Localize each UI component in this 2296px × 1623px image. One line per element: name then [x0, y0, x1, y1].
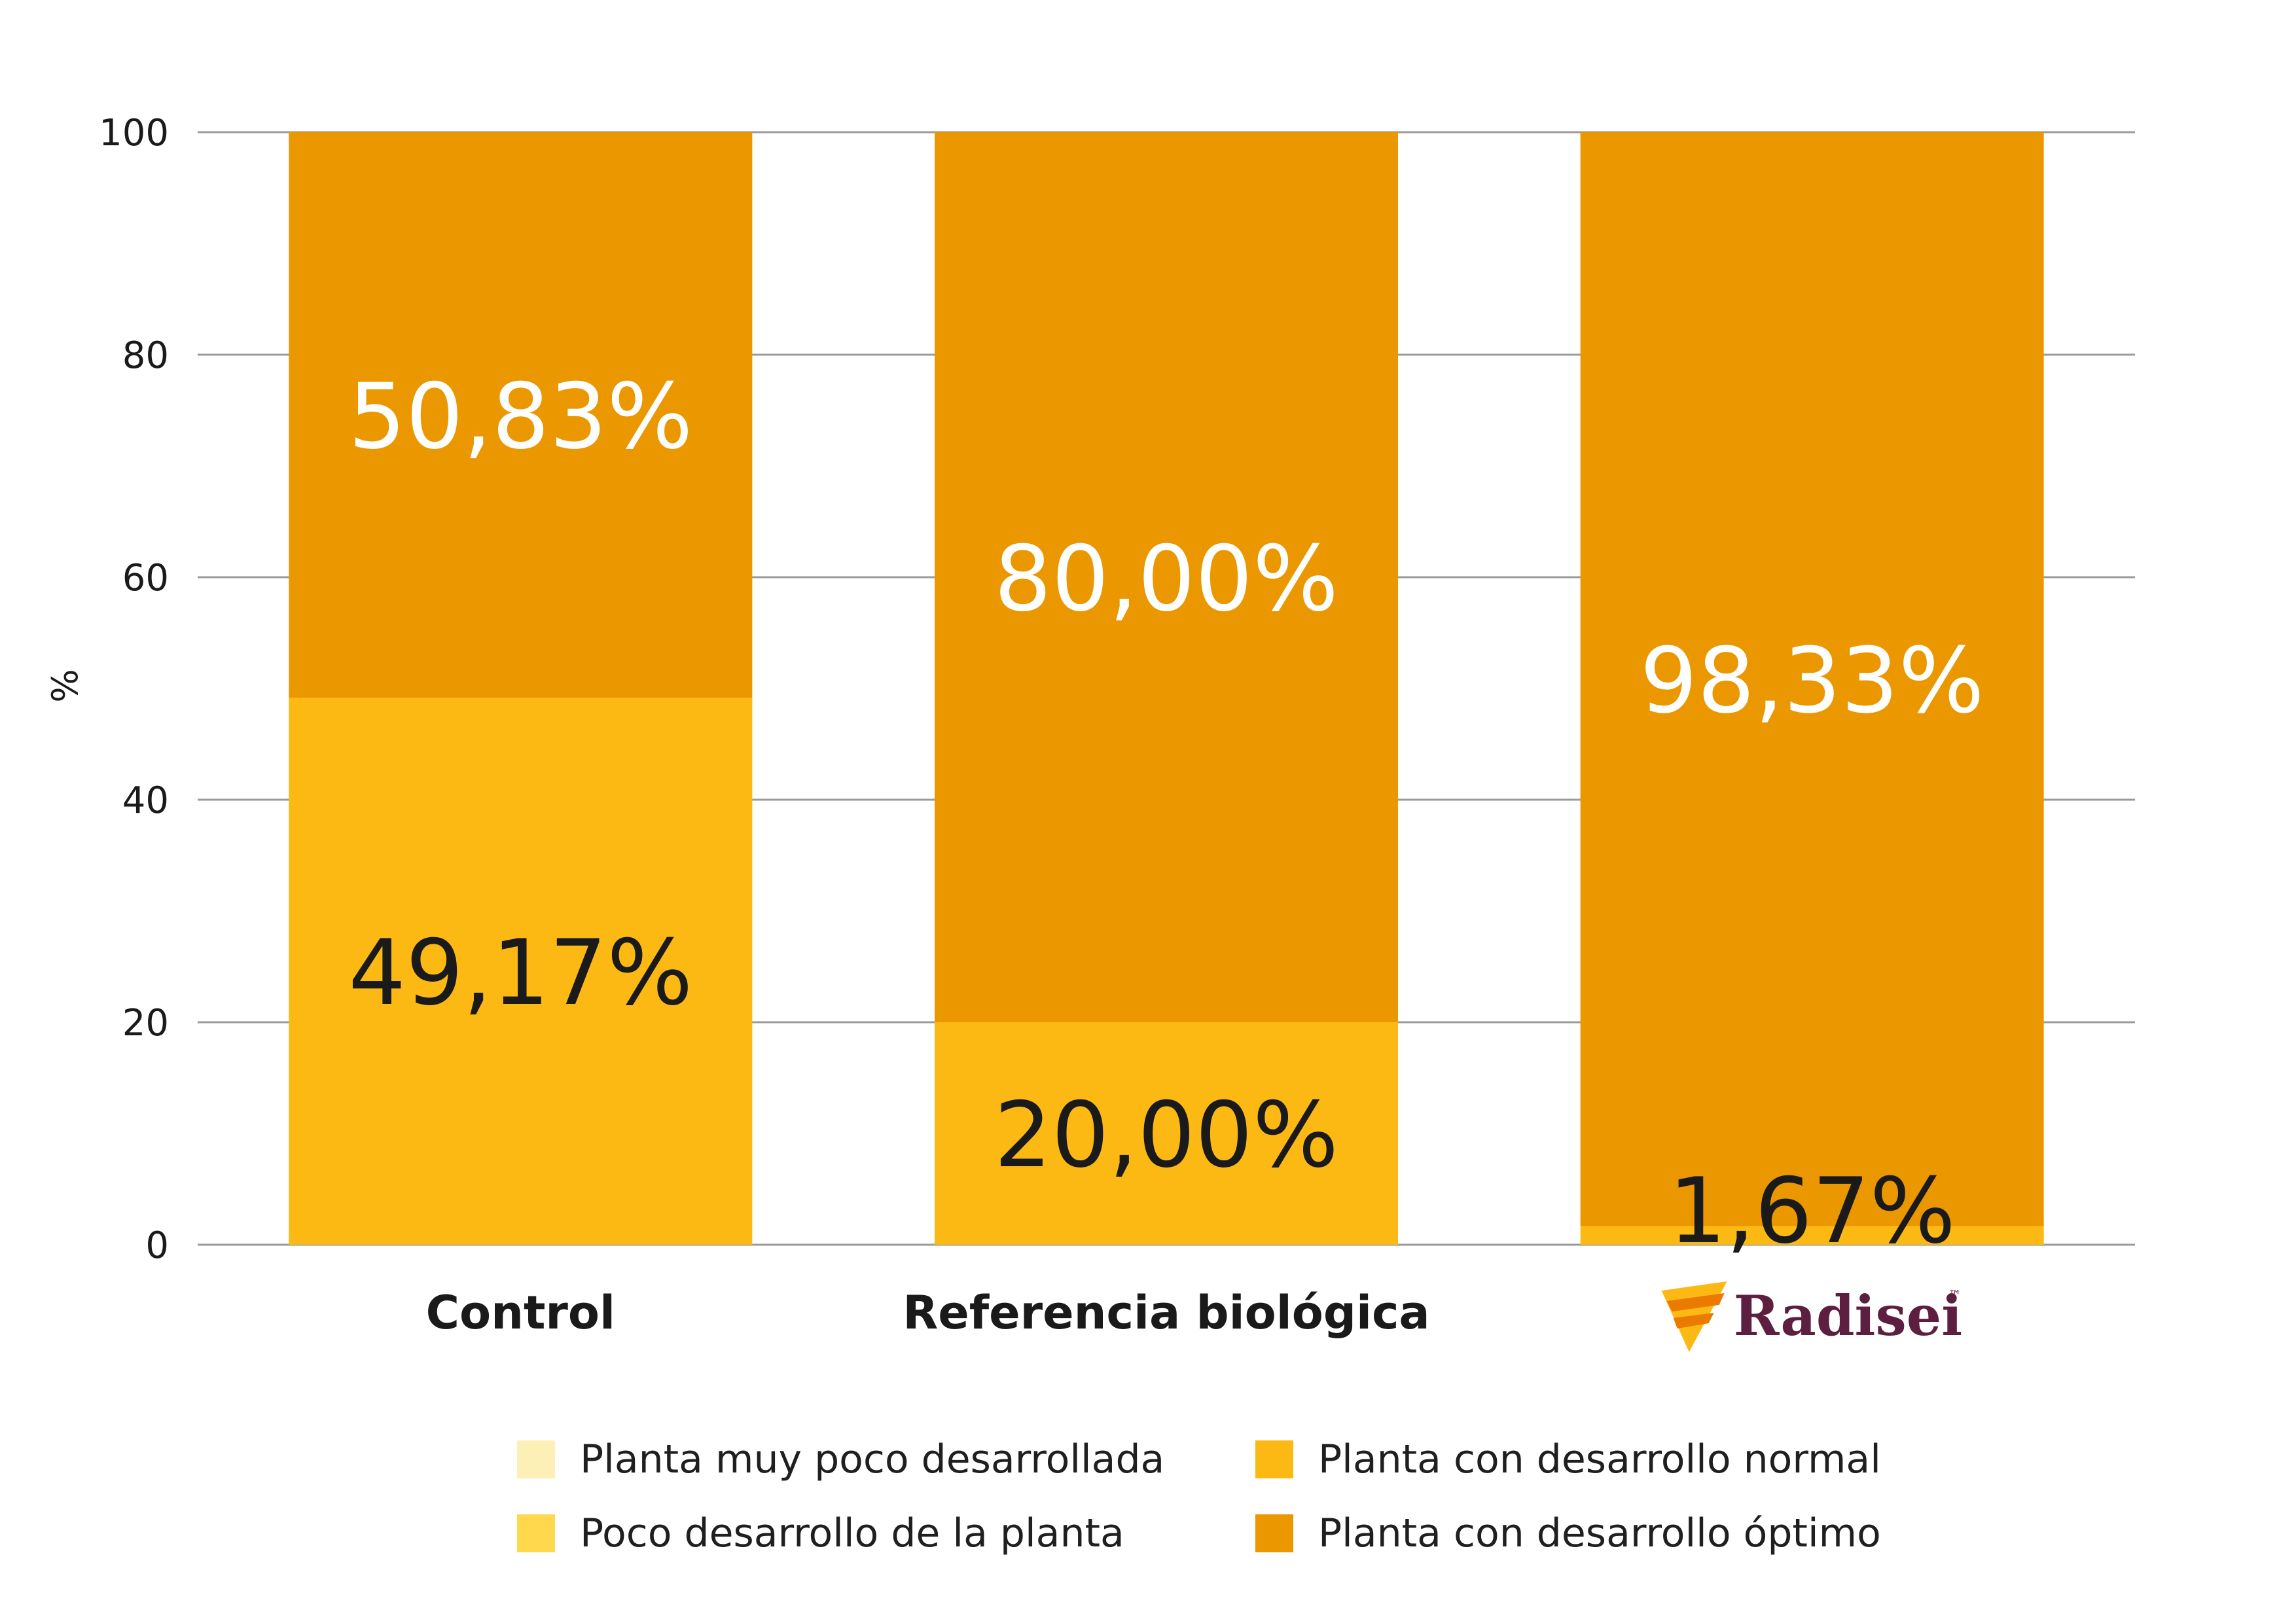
legend-label: Planta con desarrollo normal	[1318, 1436, 1881, 1482]
bar-segment	[935, 1022, 1398, 1245]
legend-label: Planta con desarrollo óptimo	[1318, 1510, 1881, 1556]
legend-item-planta-con-desarrollo-optimo: Planta con desarrollo óptimo	[1255, 1507, 1881, 1560]
bar-value-labels: 49,17% 50,83% 20,00% 80,00% 1,67% 98,33%	[348, 364, 1984, 1264]
x-category-label: Radisei	[1734, 1283, 1962, 1348]
y-tick-label: 60	[122, 557, 169, 599]
bar-value-label: 50,83%	[348, 364, 692, 469]
legend-item-planta-muy-poco-desarrollada: Planta muy poco desarrollada	[517, 1433, 1164, 1486]
bar-segment	[1580, 1226, 2044, 1245]
bar-segment	[935, 132, 1398, 1022]
legend-item-poco-desarrollo-de-la-planta: Poco desarrollo de la planta	[517, 1507, 1124, 1560]
legend-swatch	[517, 1440, 555, 1478]
legend-label: Planta muy poco desarrollada	[580, 1436, 1165, 1482]
y-tick-label: 80	[122, 334, 169, 377]
y-tick-label: 40	[122, 779, 169, 822]
bars	[289, 132, 2044, 1245]
x-category-label: Referencia biológica	[903, 1286, 1429, 1340]
legend-swatch	[1255, 1514, 1293, 1552]
y-axis-ticks: 0 20 40 60 80 100	[99, 112, 169, 1267]
bar-segment	[289, 132, 753, 698]
legend-label: Poco desarrollo de la planta	[580, 1510, 1124, 1556]
y-tick-label: 0	[145, 1224, 169, 1267]
y-tick-label: 100	[99, 112, 169, 154]
bar-value-label: 1,67%	[1668, 1158, 1955, 1264]
legend: Planta muy poco desarrollada Planta con …	[517, 1433, 1892, 1577]
bar-value-label: 98,33%	[1640, 628, 1984, 734]
logo-trademark: ™	[1948, 1287, 1962, 1303]
y-tick-label: 20	[122, 1002, 169, 1044]
bar-segment	[289, 698, 753, 1245]
legend-swatch	[1255, 1440, 1293, 1478]
logo-stripe	[1666, 1293, 1725, 1311]
bar-value-label: 49,17%	[348, 920, 692, 1026]
logo-stripe	[1673, 1313, 1714, 1329]
x-category-label: Control	[426, 1286, 615, 1340]
y-axis-label: %	[45, 669, 86, 702]
legend-swatch	[517, 1514, 555, 1552]
bar-value-label: 20,00%	[994, 1082, 1338, 1188]
legend-item-planta-con-desarrollo-normal: Planta con desarrollo normal	[1255, 1433, 1881, 1486]
bar-segment	[1580, 132, 2044, 1226]
bar-value-label: 80,00%	[994, 526, 1338, 632]
